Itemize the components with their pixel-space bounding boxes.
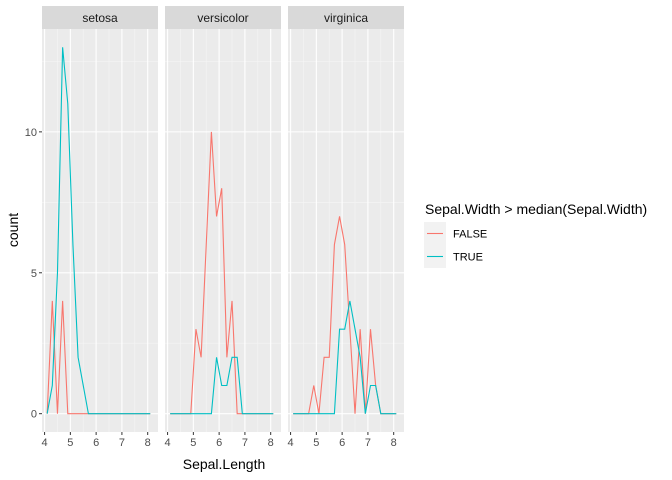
x-axis-title: Sepal.Length — [183, 456, 266, 472]
x-tick-label: 4 — [288, 437, 294, 449]
facet-strip — [42, 6, 158, 29]
series-line-true-versicolor — [170, 356, 274, 415]
x-tick-label: 8 — [391, 437, 397, 449]
x-tick-label: 7 — [365, 437, 371, 449]
series-line-true-setosa — [46, 47, 151, 415]
panel-versicolor: versicolor 4 5 6 7 8 — [165, 6, 281, 449]
x-tick-label: 7 — [242, 437, 248, 449]
legend-entry-true: TRUE — [424, 245, 483, 268]
x-tick-label: 4 — [165, 437, 171, 449]
x-tick-label: 8 — [145, 437, 151, 449]
x-tick-label: 8 — [268, 437, 274, 449]
panel-background — [288, 29, 404, 432]
x-tick-label: 5 — [190, 437, 196, 449]
x-tick-label: 6 — [339, 437, 345, 449]
x-tick-label: 5 — [313, 437, 319, 449]
facet-strip-label: setosa — [82, 11, 118, 25]
x-tick-label: 5 — [67, 437, 73, 449]
facet-strip — [288, 6, 404, 29]
panel-virginica: virginica 4 5 6 7 8 — [288, 6, 404, 449]
facet-strip — [165, 6, 281, 29]
facet-strip-label: virginica — [324, 11, 368, 25]
legend-label: TRUE — [453, 252, 483, 264]
y-tick-label: 10 — [25, 127, 37, 139]
series-line-true-virginica — [293, 300, 397, 415]
legend-entry-false: FALSE — [424, 222, 487, 245]
facet-panels: setosa 4 5 6 7 8 versicolor 4 5 6 7 8 virginica 4 5 6 7 8 — [42, 6, 404, 449]
legend-label: FALSE — [453, 229, 487, 241]
panel-setosa: setosa 4 5 6 7 8 — [42, 6, 158, 449]
facet-strip-label: versicolor — [197, 11, 248, 25]
x-tick-label: 4 — [42, 437, 48, 449]
x-tick-label: 7 — [119, 437, 125, 449]
legend: Sepal.Width > median(Sepal.Width) FALSE T… — [424, 201, 647, 268]
legend-title: Sepal.Width > median(Sepal.Width) — [425, 201, 647, 217]
axes: Sepal.Length count 0 5 10 — [5, 127, 265, 472]
y-tick-label: 5 — [31, 268, 37, 280]
x-tick-label: 6 — [93, 437, 99, 449]
x-tick-label: 6 — [216, 437, 222, 449]
y-axis-title: count — [5, 213, 21, 247]
y-tick-label: 0 — [31, 409, 37, 421]
